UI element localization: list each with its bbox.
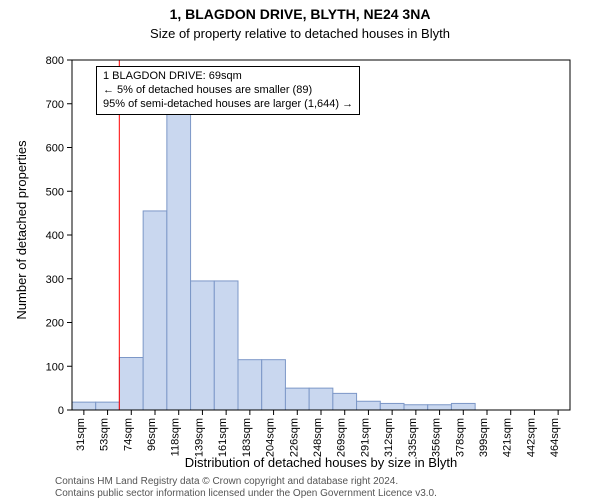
- histogram-bar: [262, 360, 286, 410]
- y-tick-label: 200: [46, 318, 64, 330]
- footer-line2: Contains public sector information licen…: [55, 488, 437, 500]
- x-tick-label: 399sqm: [478, 418, 490, 457]
- histogram-bar: [451, 403, 475, 410]
- x-tick-label: 53sqm: [99, 418, 111, 451]
- x-tick-label: 291sqm: [359, 418, 371, 457]
- x-tick-label: 269sqm: [336, 418, 348, 457]
- x-tick-label: 183sqm: [241, 418, 253, 457]
- x-tick-label: 139sqm: [193, 418, 205, 457]
- histogram-bar: [96, 402, 120, 410]
- footer-text: Contains HM Land Registry data © Crown c…: [55, 476, 437, 499]
- histogram-bar: [167, 108, 191, 410]
- histogram-bar: [72, 402, 96, 410]
- histogram-bar: [191, 281, 215, 410]
- x-tick-label: 378sqm: [454, 418, 466, 457]
- histogram-bar: [380, 403, 404, 410]
- footer-line1: Contains HM Land Registry data © Crown c…: [55, 476, 437, 488]
- x-tick-label: 118sqm: [170, 418, 182, 456]
- x-axis-label-text: Distribution of detached houses by size …: [185, 455, 457, 470]
- x-tick-label: 356sqm: [431, 418, 443, 457]
- histogram-bar: [428, 405, 452, 410]
- x-tick-label: 421sqm: [502, 418, 514, 457]
- annotation-box: 1 BLAGDON DRIVE: 69sqm ← 5% of detached …: [96, 66, 360, 115]
- annotation-line1: 1 BLAGDON DRIVE: 69sqm: [103, 70, 353, 84]
- y-tick-label: 600: [46, 143, 64, 155]
- histogram-bar: [285, 388, 309, 410]
- x-tick-label: 96sqm: [146, 418, 158, 451]
- x-tick-label: 335sqm: [407, 418, 419, 457]
- x-tick-label: 248sqm: [312, 418, 324, 457]
- chart-container: 1, BLAGDON DRIVE, BLYTH, NE24 3NA Size o…: [0, 0, 600, 500]
- y-tick-label: 300: [46, 274, 64, 286]
- y-tick-label: 0: [58, 405, 64, 417]
- x-tick-label: 31sqm: [75, 418, 87, 451]
- annotation-line2: ← 5% of detached houses are smaller (89): [103, 84, 353, 98]
- x-tick-label: 312sqm: [383, 418, 395, 457]
- y-tick-label: 400: [46, 230, 64, 242]
- x-tick-label: 74sqm: [122, 418, 134, 451]
- histogram-bar: [404, 405, 428, 410]
- histogram-bar: [143, 211, 167, 410]
- y-tick-label: 700: [46, 99, 64, 111]
- y-tick-label: 100: [46, 361, 64, 373]
- histogram-bar: [309, 388, 333, 410]
- annotation-line3: 95% of semi-detached houses are larger (…: [103, 98, 353, 112]
- histogram-bar: [119, 358, 143, 411]
- x-tick-label: 226sqm: [288, 418, 300, 457]
- histogram-bar: [357, 401, 381, 410]
- y-tick-label: 500: [46, 186, 64, 198]
- x-tick-label: 442sqm: [525, 418, 537, 457]
- x-tick-label: 204sqm: [265, 418, 277, 457]
- y-tick-label: 800: [46, 55, 64, 67]
- histogram-bar: [214, 281, 238, 410]
- x-tick-label: 161sqm: [217, 418, 229, 457]
- x-axis-label: Distribution of detached houses by size …: [72, 455, 570, 470]
- x-tick-label: 464sqm: [549, 418, 561, 457]
- histogram-bar: [333, 393, 357, 410]
- histogram-bar: [238, 360, 262, 410]
